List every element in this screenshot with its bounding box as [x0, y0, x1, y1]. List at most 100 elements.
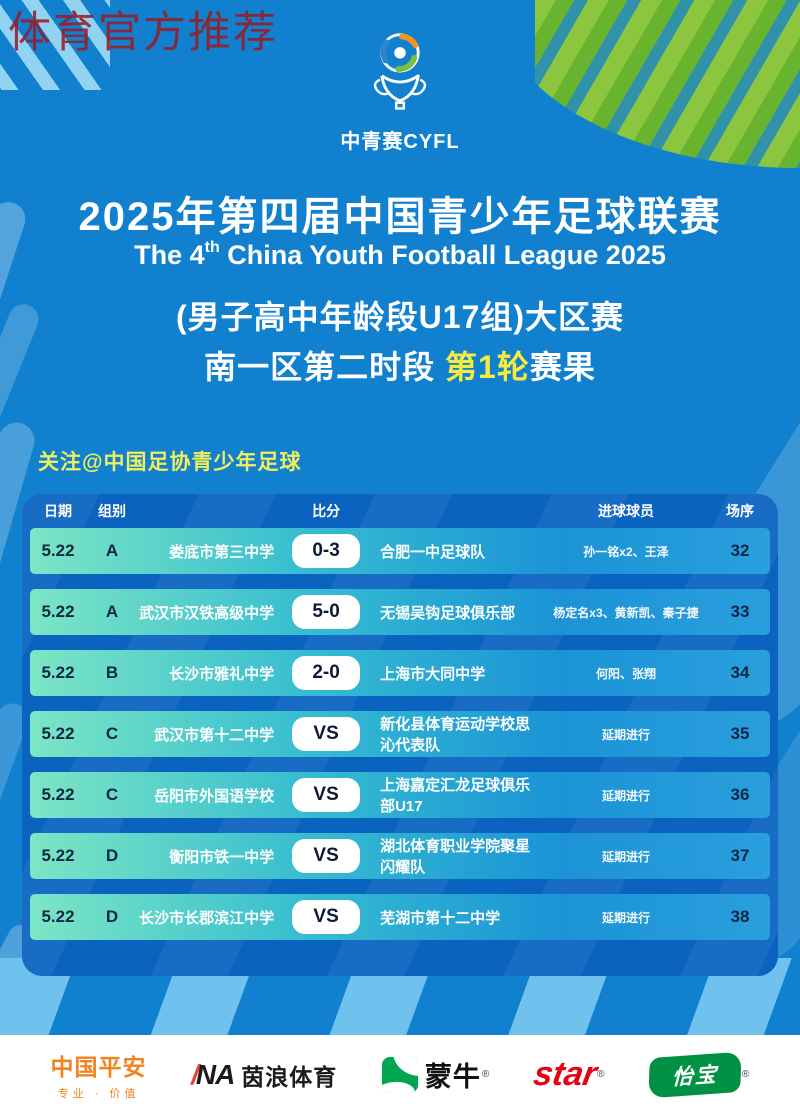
- home-team: 岳阳市外国语学校: [154, 787, 275, 805]
- table-row: 5.22 C 武汉市第十二中学 VS 新化县体育运动学校思沁代表队 延期进行 3…: [30, 711, 770, 757]
- score-pill-wrap: 5-0: [284, 594, 368, 630]
- score-pill: 0-3: [292, 533, 361, 569]
- match-date: 5.22: [41, 907, 75, 926]
- home-team: 娄底市第三中学: [169, 543, 275, 561]
- registered-mark: ®: [742, 1068, 750, 1080]
- title-en-superscript: th: [204, 239, 220, 256]
- match-group: A: [105, 541, 119, 560]
- home-team: 武汉市第十二中学: [154, 726, 275, 744]
- away-team: 合肥一中足球队: [380, 543, 486, 561]
- score-pill: 2-0: [292, 655, 361, 691]
- score-pill-wrap: VS: [284, 838, 368, 874]
- mengniu-icon: [381, 1056, 418, 1093]
- pingan-wordmark: 中国平安: [50, 1054, 147, 1080]
- column-header-order: 场序: [725, 503, 754, 519]
- match-order: 37: [730, 846, 750, 865]
- page-title: 2025年第四届中国青少年足球联赛: [78, 195, 722, 239]
- score-pill: VS: [292, 899, 361, 935]
- home-team: 长沙市长郡滨江中学: [139, 909, 275, 927]
- subtitle-division: (男子高中年龄段U17组)大区赛: [175, 299, 625, 335]
- score-pill: VS: [292, 716, 361, 752]
- match-order: 33: [730, 602, 750, 621]
- sponsor-logo-mengniu: 蒙牛 ®: [381, 1055, 490, 1094]
- match-date: 5.22: [41, 541, 75, 560]
- cestbon-flag: 怡宝: [648, 1051, 742, 1098]
- mengniu-wordmark: 蒙牛: [424, 1062, 481, 1092]
- subtitle-round-prefix: 南一区第二时段: [204, 349, 446, 385]
- star-wordmark: star: [530, 1055, 600, 1093]
- column-header-score: 比分: [312, 503, 341, 519]
- score-pill-wrap: VS: [284, 716, 368, 752]
- away-team: 新化县体育运动学校思沁代表队: [380, 716, 531, 754]
- match-group: C: [105, 724, 119, 743]
- pingan-slogan: 专业 · 价值: [57, 1088, 140, 1100]
- page-title-english: The 4th China Youth Football League 2025: [0, 240, 800, 271]
- match-group: B: [105, 663, 119, 682]
- home-team: 武汉市汉铁高级中学: [139, 604, 275, 622]
- table-row: 5.22 C 岳阳市外国语学校 VS 上海嘉定汇龙足球俱乐部U17 延期进行 3…: [30, 772, 770, 818]
- match-order: 36: [730, 785, 750, 804]
- match-group: D: [105, 907, 119, 926]
- table-row: 5.22 A 娄底市第三中学 0-3 合肥一中足球队 孙一铭x2、王泽 32: [30, 528, 770, 574]
- away-team: 无锡吴钩足球俱乐部: [380, 604, 516, 622]
- goal-scorers: 杨定名x3、黄新凯、秦子捷: [553, 605, 699, 620]
- column-header-scorers: 进球球员: [597, 503, 654, 519]
- table-header: 日期 组别 比分 进球球员 场序: [22, 494, 778, 528]
- column-header-date: 日期: [44, 503, 72, 519]
- score-pill: VS: [292, 838, 361, 874]
- score-pill-wrap: 0-3: [284, 533, 368, 569]
- score-pill: VS: [292, 777, 361, 813]
- title-en-suffix: China Youth Football League 2025: [219, 240, 666, 270]
- match-order: 35: [730, 724, 750, 743]
- match-status: 延期进行: [601, 727, 650, 742]
- registered-mark: ®: [597, 1068, 605, 1080]
- cyfl-trophy-icon: [373, 33, 427, 110]
- match-date: 5.22: [41, 724, 75, 743]
- match-order: 32: [730, 541, 750, 560]
- match-date: 5.22: [41, 785, 75, 804]
- table-row: 5.22 B 长沙市雅礼中学 2-0 上海市大同中学 何阳、张翔 34: [30, 650, 770, 696]
- sponsor-logo-ina: / NA 茵浪体育: [191, 1058, 337, 1092]
- sponsor-logo-pingan: 中国平安 专业 · 价值: [51, 1048, 147, 1101]
- match-date: 5.22: [41, 663, 75, 682]
- ina-wordmark: NA: [195, 1058, 235, 1090]
- match-group: C: [105, 785, 119, 804]
- league-logo: 中青赛CYFL: [0, 26, 800, 154]
- subtitle-round-highlight: 第1轮: [445, 349, 530, 385]
- goal-scorers: 何阳、张翔: [595, 666, 656, 681]
- match-status: 延期进行: [601, 849, 650, 864]
- column-header-group: 组别: [98, 503, 126, 519]
- away-team: 芜湖市第十二中学: [380, 909, 501, 927]
- home-team: 长沙市雅礼中学: [169, 665, 275, 683]
- follow-account-text: 关注@中国足协青少年足球: [38, 451, 302, 474]
- title-en-prefix: The 4: [134, 240, 205, 270]
- score-pill-wrap: VS: [284, 899, 368, 935]
- match-order: 38: [730, 907, 750, 926]
- match-group: A: [105, 602, 119, 621]
- away-team: 上海嘉定汇龙足球俱乐部U17: [380, 777, 531, 815]
- ina-chinese-wordmark: 茵浪体育: [241, 1063, 338, 1090]
- league-logo-label: 中青赛CYFL: [340, 131, 460, 153]
- score-pill-wrap: 2-0: [284, 655, 368, 691]
- table-row: 5.22 A 武汉市汉铁高级中学 5-0 无锡吴钩足球俱乐部 杨定名x3、黄新凯…: [30, 589, 770, 635]
- results-table: 日期 组别 比分 进球球员 场序 5.22 A 娄底市第三中学 0-3 合肥一中…: [22, 494, 778, 976]
- match-order: 34: [730, 663, 750, 682]
- match-date: 5.22: [41, 846, 75, 865]
- away-team: 上海市大同中学: [380, 665, 486, 683]
- match-status: 延期进行: [601, 788, 650, 803]
- sponsor-logo-star: star ®: [530, 1055, 605, 1094]
- watermark-text: 体育官方推荐: [8, 10, 278, 57]
- score-pill-wrap: VS: [284, 777, 368, 813]
- subtitle-round: 南一区第二时段 第1轮赛果: [0, 342, 800, 388]
- score-pill: 5-0: [292, 594, 361, 630]
- home-team: 衡阳市铁一中学: [169, 848, 275, 866]
- match-group: D: [105, 846, 119, 865]
- ina-slash-mark: /: [191, 1058, 199, 1090]
- match-status: 延期进行: [601, 910, 650, 925]
- sponsor-logo-cestbon: 怡宝 ®: [648, 1051, 750, 1098]
- sponsor-footer: 中国平安 专业 · 价值 / NA 茵浪体育 蒙牛 ® star ® 怡宝 ®: [0, 1035, 800, 1114]
- goal-scorers: 孙一铭x2、王泽: [583, 544, 669, 559]
- table-body: 5.22 A 娄底市第三中学 0-3 合肥一中足球队 孙一铭x2、王泽 32 5…: [22, 528, 778, 940]
- cestbon-wordmark: 怡宝: [671, 1062, 719, 1090]
- registered-mark: ®: [481, 1068, 490, 1080]
